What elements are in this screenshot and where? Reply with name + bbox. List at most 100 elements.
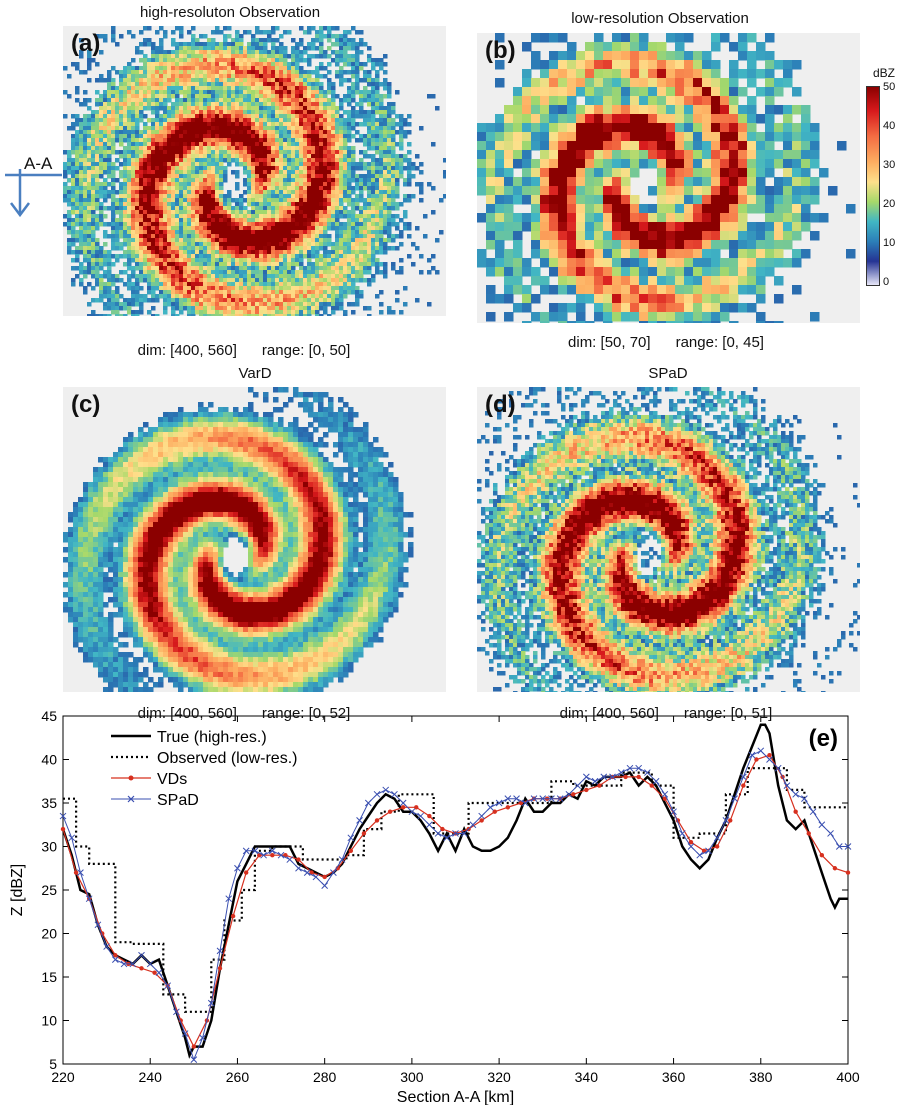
y-tick-label: 30 <box>41 839 57 855</box>
data-point-spad <box>68 834 76 842</box>
data-point-spad <box>303 869 311 876</box>
legend-label-vds: VDs <box>157 771 187 788</box>
panel-a-caption: dim: [400, 560] range: [0, 50] <box>54 342 434 359</box>
data-point-vds <box>714 844 720 849</box>
data-point-vds <box>296 857 301 862</box>
data-point-vds <box>427 813 432 819</box>
data-point-spad <box>801 795 808 803</box>
x-tick-label: 300 <box>400 1069 424 1085</box>
plot-frame <box>62 715 849 1065</box>
data-point-spad <box>207 999 215 1007</box>
data-point-spad <box>748 751 756 759</box>
y-axis-label: Z [dBZ] <box>9 864 26 916</box>
colorbar-tick: 20 <box>883 198 896 210</box>
legend-marker <box>128 775 134 781</box>
data-point-spad <box>565 790 573 798</box>
data-point-spad <box>356 817 363 824</box>
data-point-spad <box>827 830 834 837</box>
data-point-spad <box>155 969 163 977</box>
data-point-spad <box>809 808 817 816</box>
data-point-vds <box>492 809 497 814</box>
data-point-vds <box>217 966 223 971</box>
data-point-spad <box>399 799 407 807</box>
data-point-spad <box>783 782 791 789</box>
panel-a-radar-image <box>63 26 446 316</box>
data-point-spad <box>295 864 302 872</box>
colorbar-tick: 10 <box>883 237 896 249</box>
data-point-spad <box>600 773 608 781</box>
data-point-vds <box>322 874 327 880</box>
data-point-spad <box>434 830 442 837</box>
x-tick-label: 360 <box>662 1069 686 1085</box>
data-point-spad <box>138 951 145 959</box>
panel-b-letter: (b) <box>485 37 516 64</box>
data-point-vds <box>348 848 354 854</box>
data-point-spad <box>216 947 224 955</box>
data-point-vds <box>440 826 445 832</box>
panel-d-range: range: [0, 51] <box>683 705 773 722</box>
data-point-spad <box>574 782 581 789</box>
panel-a-letter: (a) <box>71 30 101 57</box>
data-point-spad <box>478 812 486 820</box>
data-point-spad <box>373 790 381 798</box>
x-tick-label: 260 <box>226 1069 250 1085</box>
panel-c-radar-image <box>63 387 414 692</box>
data-point-spad <box>731 795 738 803</box>
y-tick-label: 15 <box>41 969 57 985</box>
panel-a-range: range: [0, 50] <box>261 342 351 359</box>
data-point-vds <box>361 831 367 836</box>
colorbar-unit: dBZ <box>873 66 896 80</box>
panel-b-caption: dim: [50, 70] range: [0, 45] <box>476 334 856 351</box>
data-point-spad <box>164 982 172 990</box>
data-point-spad <box>277 851 285 859</box>
panel-b-radar-image <box>477 33 856 323</box>
data-point-spad <box>391 790 398 798</box>
data-point-spad <box>521 799 529 807</box>
data-point-vds <box>387 809 393 814</box>
data-point-spad <box>251 847 259 855</box>
x-tick-label: 240 <box>139 1069 163 1085</box>
data-point-spad <box>312 873 320 881</box>
colorbar <box>866 86 880 286</box>
panel-c-caption: dim: [400, 560] range: [0, 52] <box>54 705 434 722</box>
data-point-spad <box>382 786 390 794</box>
x-axis-label: Section A-A [km] <box>397 1089 514 1105</box>
data-point-spad <box>661 790 669 798</box>
data-point-spad <box>364 799 372 807</box>
data-point-spad <box>338 856 346 863</box>
section-marker-arrow-icon <box>5 169 62 218</box>
data-point-vds <box>60 826 66 832</box>
data-point-spad <box>77 869 84 876</box>
data-point-spad <box>713 834 721 842</box>
panel-d-dim: dim: [400, 560] <box>559 705 659 722</box>
panel-c-title: VarD <box>238 365 272 382</box>
series-line-observed-low-res <box>63 767 848 1013</box>
data-point-spad <box>774 764 782 772</box>
panel-a-radar-map: (a) <box>63 26 446 316</box>
data-point-vds <box>243 870 249 875</box>
data-point-vds <box>113 953 118 958</box>
y-tick-label: 35 <box>41 795 57 811</box>
y-tick-label: 40 <box>41 752 57 768</box>
panel-b-title: low-resolution Observation <box>571 10 749 27</box>
panel-d-caption: dim: [400, 560] range: [0, 51] <box>476 705 856 722</box>
data-point-spad <box>495 799 503 807</box>
panel-c-radar-map: (c) <box>63 387 446 692</box>
data-point-spad <box>504 795 512 803</box>
data-point-spad <box>635 764 643 772</box>
data-point-spad <box>487 803 494 811</box>
data-point-spad <box>443 834 451 842</box>
y-tick-label: 20 <box>41 926 57 942</box>
data-point-vds <box>152 970 157 975</box>
data-point-vds <box>806 831 811 836</box>
data-point-spad <box>539 795 547 803</box>
x-tick-label: 380 <box>749 1069 773 1085</box>
data-point-spad <box>739 773 747 781</box>
data-point-spad <box>678 830 686 837</box>
data-point-spad <box>286 856 294 863</box>
data-point-vds <box>270 853 275 858</box>
data-point-vds <box>688 839 694 845</box>
data-point-vds <box>374 818 380 823</box>
data-point-spad <box>670 808 677 816</box>
legend-label-spad: SPaD <box>157 792 199 809</box>
